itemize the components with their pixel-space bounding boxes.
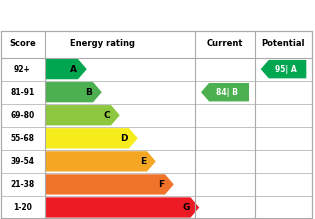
- Text: Energy rating: Energy rating: [70, 39, 135, 48]
- Text: C: C: [103, 111, 110, 120]
- Text: G: G: [182, 203, 190, 212]
- Polygon shape: [45, 82, 102, 102]
- Text: 69-80: 69-80: [10, 111, 35, 120]
- Text: 21-38: 21-38: [10, 180, 35, 189]
- Text: E: E: [140, 157, 146, 166]
- Text: B: B: [85, 88, 92, 97]
- Text: F: F: [158, 180, 164, 189]
- Text: Score: Score: [9, 39, 36, 48]
- Text: Current: Current: [207, 39, 243, 48]
- Text: 95| A: 95| A: [275, 65, 297, 74]
- Text: A: A: [70, 65, 77, 74]
- Polygon shape: [45, 128, 138, 148]
- Polygon shape: [45, 59, 87, 79]
- Text: 84| B: 84| B: [216, 88, 238, 97]
- Text: D: D: [121, 134, 128, 143]
- Text: 55-68: 55-68: [10, 134, 35, 143]
- Text: 39-54: 39-54: [10, 157, 35, 166]
- Polygon shape: [261, 60, 306, 78]
- Text: 81-91: 81-91: [10, 88, 35, 97]
- Text: 92+: 92+: [14, 65, 31, 74]
- Polygon shape: [45, 174, 174, 194]
- Polygon shape: [45, 197, 199, 218]
- Polygon shape: [201, 83, 249, 101]
- Text: Energy Efficiency Rating: Energy Efficiency Rating: [8, 9, 170, 22]
- Text: 1-20: 1-20: [13, 203, 32, 212]
- Polygon shape: [45, 151, 156, 171]
- Text: Potential: Potential: [262, 39, 305, 48]
- Polygon shape: [45, 105, 120, 125]
